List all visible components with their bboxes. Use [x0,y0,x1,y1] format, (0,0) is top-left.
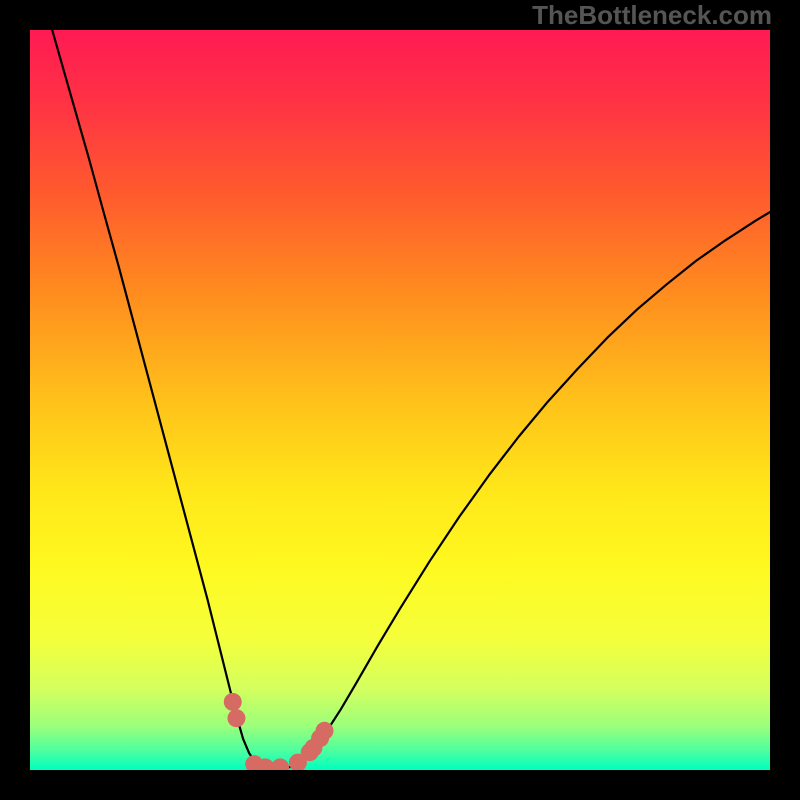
curve-marker [224,693,242,711]
curve-line [52,30,770,769]
chart-overlay-svg [30,30,770,770]
chart-container: TheBottleneck.com [0,0,800,800]
curve-marker [316,722,334,740]
plot-area [30,30,770,770]
watermark-text: TheBottleneck.com [532,0,772,31]
curve-marker [227,709,245,727]
curve-marker [271,758,289,770]
